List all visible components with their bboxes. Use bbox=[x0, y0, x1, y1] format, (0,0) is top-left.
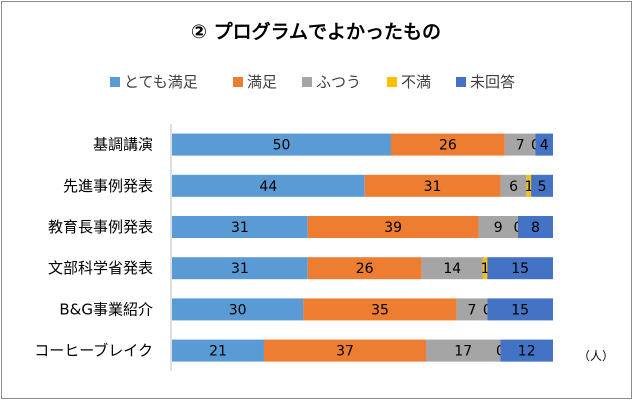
bar-4-2 bbox=[456, 298, 488, 321]
data-label-3-3: 1 bbox=[481, 261, 490, 277]
bar-4-0 bbox=[172, 298, 304, 321]
bar-2-2 bbox=[478, 216, 518, 238]
legend-swatch-3 bbox=[387, 77, 397, 87]
data-label-1-4: 5 bbox=[538, 179, 547, 195]
data-label-5-2: 17 bbox=[454, 344, 472, 360]
data-label-2-4: 8 bbox=[531, 220, 540, 236]
data-label-4-4: 15 bbox=[511, 302, 529, 318]
bar-4-1 bbox=[303, 298, 457, 321]
bar-0-0 bbox=[172, 133, 391, 156]
data-label-3-1: 26 bbox=[356, 261, 374, 277]
bars: 5026704443161531399083126141153035701521… bbox=[172, 133, 553, 362]
bar-1-1 bbox=[364, 174, 501, 197]
legend-swatch-0 bbox=[110, 77, 120, 87]
legend-swatch-1 bbox=[233, 77, 243, 87]
data-label-5-0: 21 bbox=[209, 344, 227, 360]
bar-2-0 bbox=[172, 216, 308, 238]
data-label-2-0: 31 bbox=[231, 220, 249, 236]
bar-5-4 bbox=[500, 339, 553, 362]
bar-3-3 bbox=[482, 257, 488, 280]
legend-label-0: とても満足 bbox=[124, 73, 198, 91]
legend-label-3: 不満 bbox=[401, 73, 431, 91]
category-label-0: 基調講演 bbox=[93, 136, 153, 154]
bar-2-4 bbox=[517, 216, 553, 238]
data-label-0-2: 7 bbox=[516, 138, 525, 154]
bar-3-4 bbox=[487, 257, 553, 280]
data-label-2-2: 9 bbox=[494, 220, 503, 236]
category-label-5: コーヒーブレイク bbox=[34, 342, 153, 360]
data-label-1-1: 31 bbox=[424, 179, 442, 195]
data-label-1-0: 44 bbox=[259, 179, 277, 195]
bar-3-0 bbox=[172, 257, 308, 280]
bar-5-2 bbox=[426, 339, 501, 362]
legend-label-1: 満足 bbox=[247, 73, 277, 91]
bar-4-4 bbox=[487, 298, 553, 321]
legend-swatch-2 bbox=[302, 77, 312, 87]
bar-3-1 bbox=[307, 257, 422, 280]
data-label-0-4: 4 bbox=[540, 138, 549, 154]
data-label-3-0: 31 bbox=[231, 261, 249, 277]
data-label-4-2: 7 bbox=[468, 302, 477, 318]
bar-0-1 bbox=[390, 133, 505, 156]
data-label-5-1: 37 bbox=[336, 344, 354, 360]
data-label-4-1: 35 bbox=[371, 302, 389, 318]
bar-2-1 bbox=[307, 216, 479, 238]
bar-0-2 bbox=[504, 133, 536, 156]
unit-label: （人） bbox=[578, 349, 614, 363]
data-label-3-2: 14 bbox=[443, 261, 461, 277]
legend-label-2: ふつう bbox=[316, 73, 361, 91]
bar-1-2 bbox=[500, 174, 527, 197]
data-label-4-0: 30 bbox=[229, 302, 247, 318]
data-label-2-1: 39 bbox=[384, 220, 402, 236]
data-label-1-2: 6 bbox=[509, 179, 518, 195]
legend-swatch-4 bbox=[456, 77, 466, 87]
bar-5-1 bbox=[263, 339, 426, 362]
data-label-5-4: 12 bbox=[518, 344, 536, 360]
bar-5-0 bbox=[172, 339, 264, 362]
data-label-1-3: 1 bbox=[524, 179, 533, 195]
category-label-1: 先進事例発表 bbox=[63, 177, 153, 195]
data-label-3-4: 15 bbox=[511, 261, 529, 277]
bar-0-4 bbox=[535, 133, 553, 156]
bar-1-3 bbox=[526, 174, 532, 197]
legend-label-4: 未回答 bbox=[470, 73, 515, 91]
bar-1-4 bbox=[531, 174, 553, 197]
legend: とても満足 満足 ふつう 不満 未回答 bbox=[110, 73, 515, 91]
data-label-0-1: 26 bbox=[439, 138, 457, 154]
data-label-0-0: 50 bbox=[273, 138, 291, 154]
category-label-3: 文部科学省発表 bbox=[48, 259, 153, 277]
chart-title: ② プログラムでよかったもの bbox=[191, 20, 441, 43]
category-label-4: B&G事業紹介 bbox=[59, 300, 153, 318]
bar-3-2 bbox=[421, 257, 483, 280]
category-label-2: 教育長事例発表 bbox=[48, 218, 153, 236]
bar-1-0 bbox=[172, 174, 365, 197]
